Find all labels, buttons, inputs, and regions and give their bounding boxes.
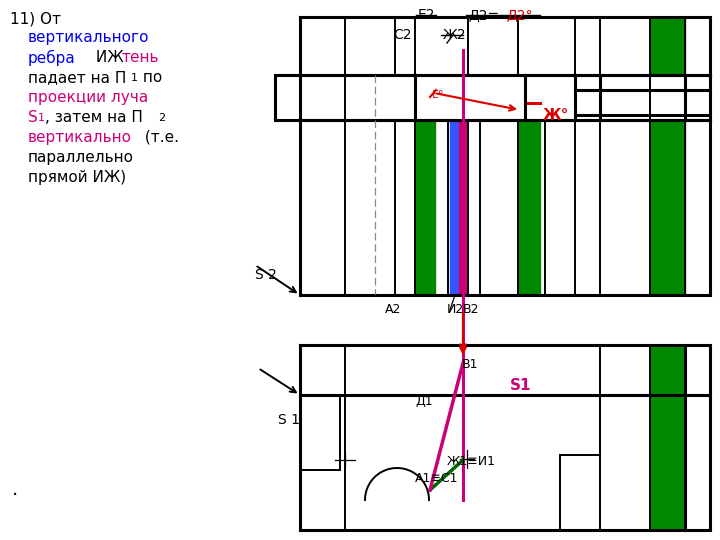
Text: , затем на П: , затем на П [45,110,143,125]
Text: вертикального: вертикального [28,30,150,45]
Text: вертикально: вертикально [28,130,132,145]
Text: проекции луча: проекции луча [28,90,148,105]
Text: по: по [138,70,162,85]
Text: S 2: S 2 [255,268,277,282]
Text: 1: 1 [38,113,45,123]
Text: Е°: Е° [432,90,444,100]
Text: ребра: ребра [28,50,76,66]
Text: А1≡С1: А1≡С1 [415,472,459,485]
Text: Ж°: Ж° [543,108,570,123]
Text: И2: И2 [447,303,464,316]
Text: С2: С2 [393,28,412,42]
Text: S: S [28,110,37,125]
Text: Д2≡: Д2≡ [468,8,499,22]
Text: Ж1≡И1: Ж1≡И1 [447,455,496,468]
Text: В1: В1 [462,358,479,371]
Text: Ж2: Ж2 [443,28,467,42]
Text: Е2: Е2 [418,8,436,22]
Text: падает на П: падает на П [28,70,127,85]
Text: 11) От: 11) От [10,12,61,27]
Text: А2: А2 [385,303,401,316]
Text: S1: S1 [510,378,531,393]
Text: параллельно: параллельно [28,150,134,165]
Text: (т.е.: (т.е. [140,130,179,145]
Text: S 1: S 1 [278,413,300,427]
Text: .: . [12,480,18,499]
Text: прямой ИЖ): прямой ИЖ) [28,170,126,185]
Text: 1: 1 [131,73,138,83]
Text: В2: В2 [463,303,480,316]
Text: Д2°: Д2° [506,8,533,22]
Text: ИЖ: ИЖ [91,50,128,65]
Text: 2: 2 [158,113,165,123]
Text: Д1: Д1 [415,395,433,408]
Text: тень: тень [121,50,158,65]
